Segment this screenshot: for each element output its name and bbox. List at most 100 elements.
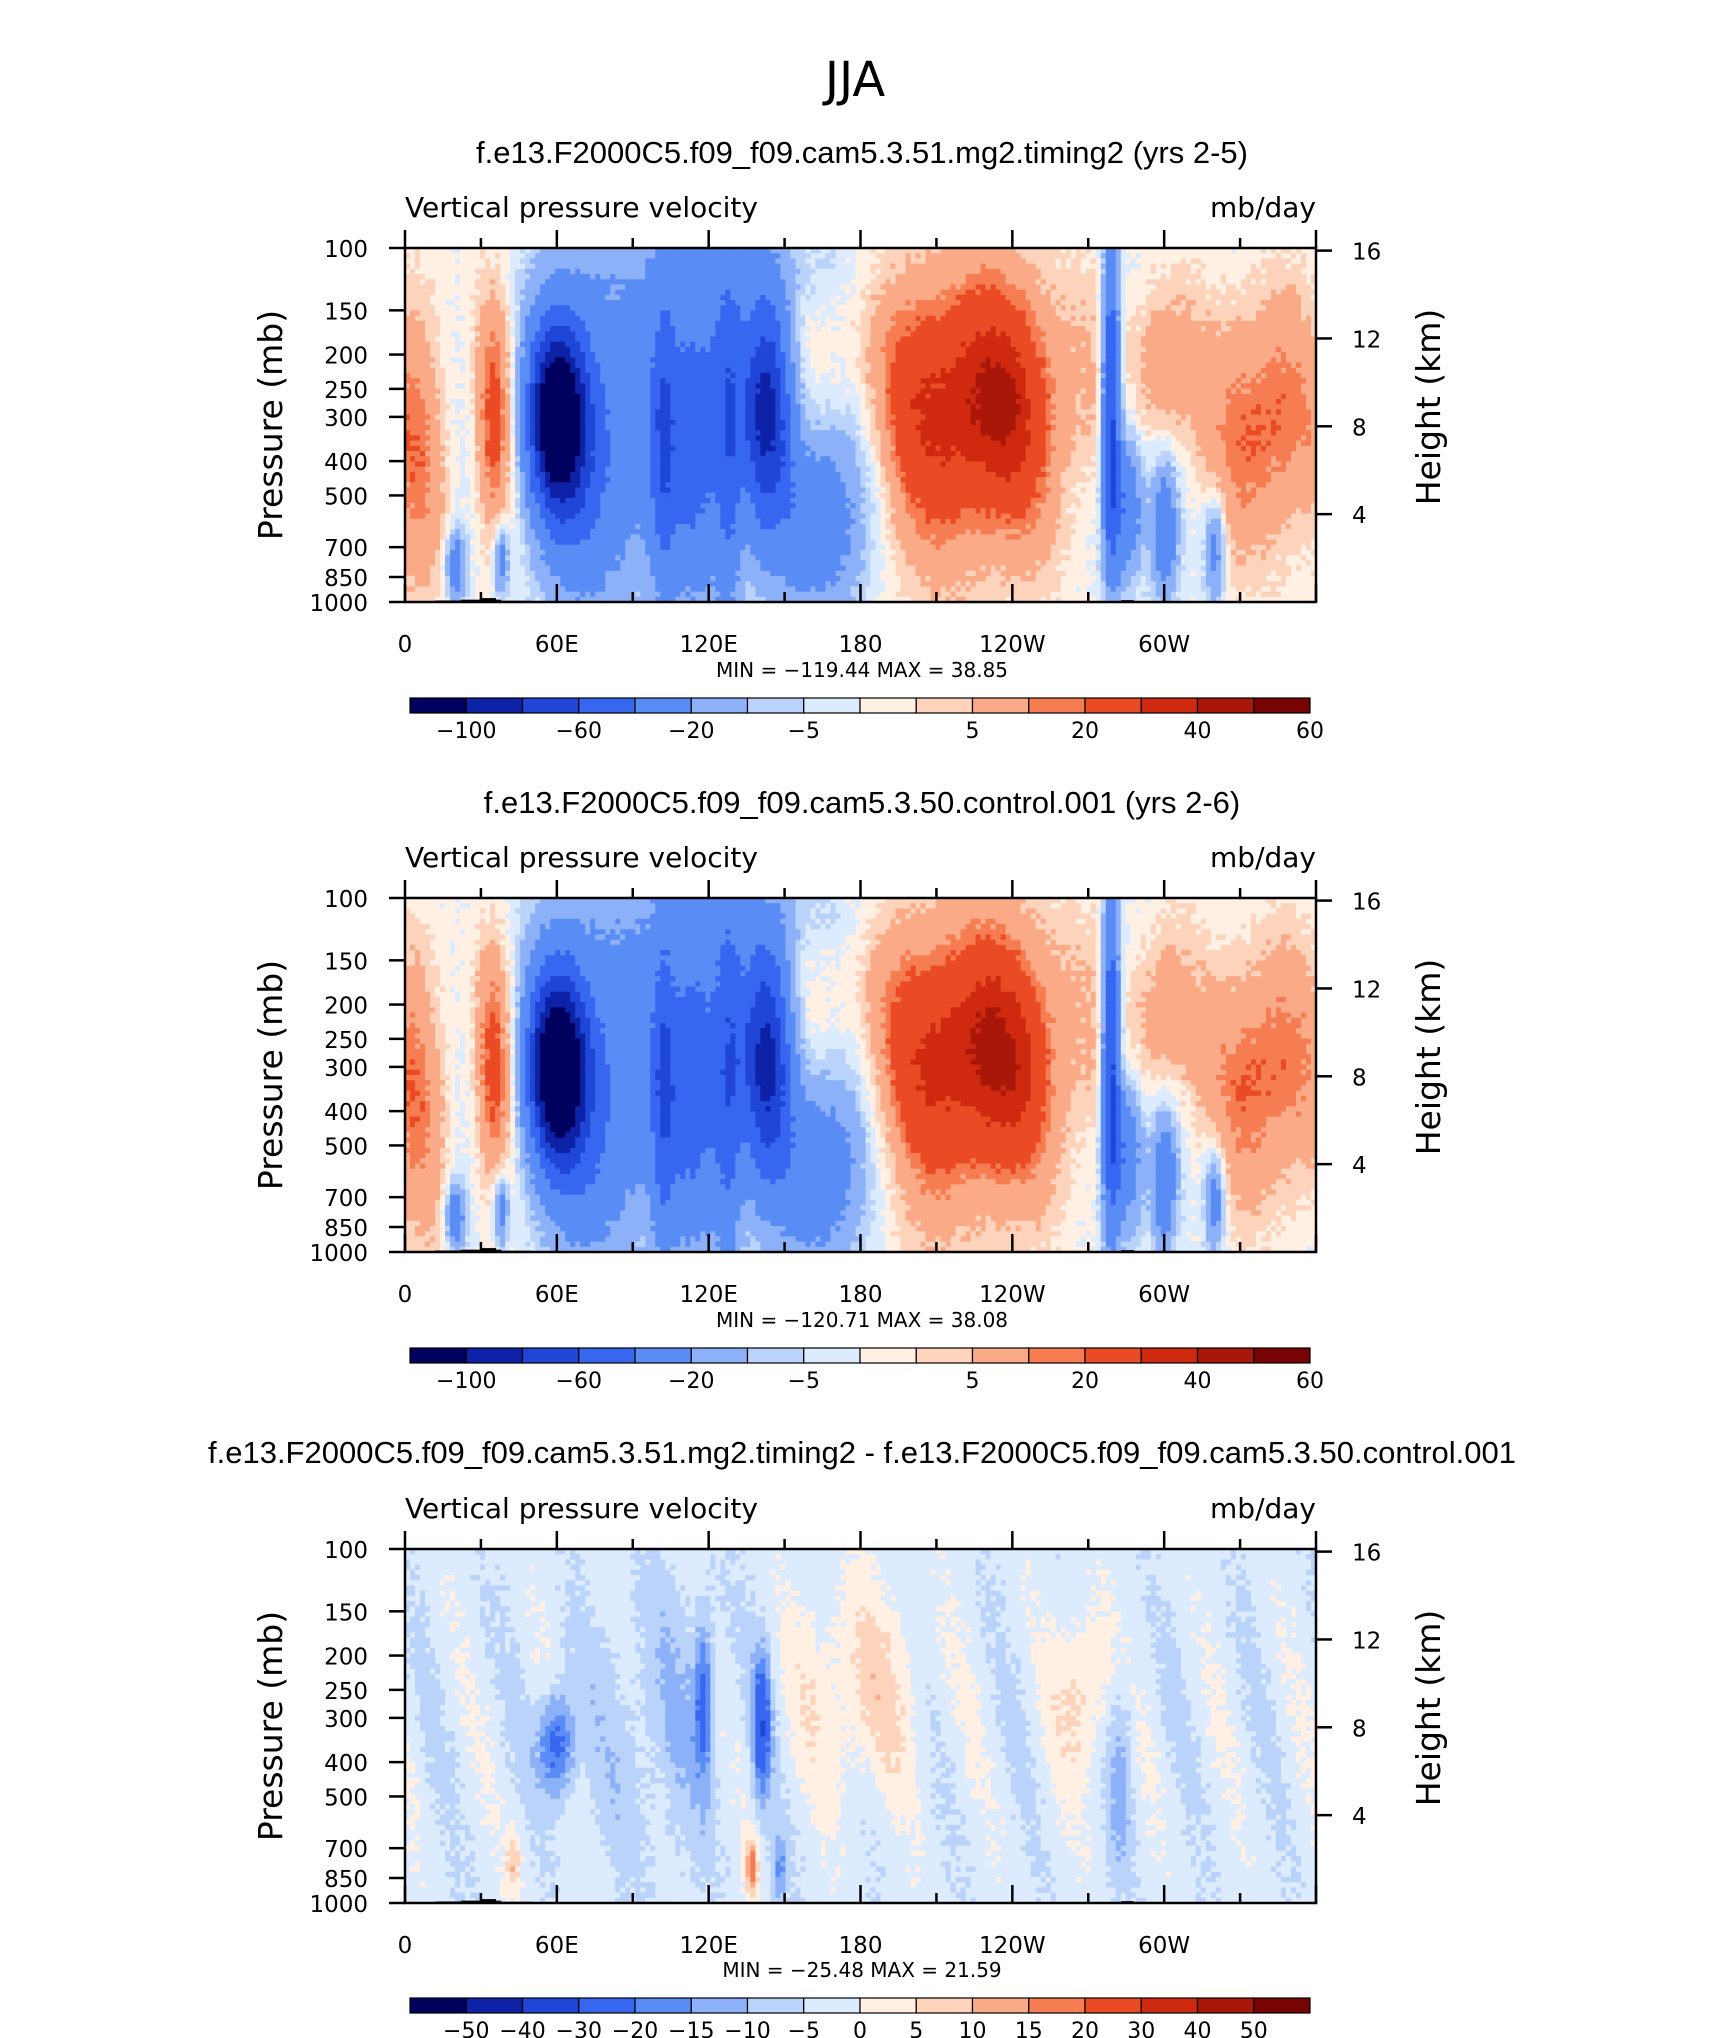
heatmap-cell: [585, 389, 591, 395]
heatmap-cell: [415, 519, 421, 525]
heatmap-cell: [635, 337, 641, 343]
heatmap-cell: [670, 253, 676, 259]
heatmap-cell: [650, 435, 656, 441]
heatmap-cell: [525, 592, 531, 598]
heatmap-cell: [525, 363, 531, 369]
heatmap-cell: [475, 394, 481, 400]
heatmap-cell: [410, 279, 416, 285]
heatmap-cell: [605, 284, 611, 290]
heatmap-cell: [415, 534, 421, 540]
heatmap-cell: [590, 446, 596, 452]
heatmap-cell: [535, 321, 541, 327]
heatmap-cell: [665, 456, 671, 462]
heatmap-cell: [650, 472, 656, 478]
heatmap-cell: [580, 498, 586, 504]
heatmap-cell: [610, 586, 616, 592]
heatmap-cell: [455, 545, 461, 551]
heatmap-cell: [580, 430, 586, 436]
heatmap-cell: [460, 550, 466, 556]
heatmap-cell: [540, 264, 546, 270]
heatmap-cell: [565, 420, 571, 426]
heatmap-cell: [580, 482, 586, 488]
heatmap-cell: [650, 342, 656, 348]
heatmap-cell: [565, 290, 571, 296]
heatmap-cell: [545, 508, 551, 514]
heatmap-cell: [620, 534, 626, 540]
heatmap-cell: [450, 357, 456, 363]
heatmap-cell: [410, 581, 416, 587]
heatmap-cell: [430, 404, 436, 410]
heatmap-cell: [535, 258, 541, 264]
heatmap-cell: [475, 493, 481, 499]
heatmap-cell: [460, 373, 466, 379]
heatmap-cell: [620, 592, 626, 598]
heatmap-cell: [475, 368, 481, 374]
heatmap-cell: [420, 368, 426, 374]
heatmap-cell: [560, 508, 566, 514]
heatmap-cell: [435, 446, 441, 452]
heatmap-cell: [655, 316, 661, 322]
heatmap-cell: [545, 555, 551, 561]
heatmap-cell: [480, 487, 486, 493]
heatmap-cell: [610, 373, 616, 379]
heatmap-cell: [465, 592, 471, 598]
heatmap-cell: [600, 461, 606, 467]
heatmap-cell: [515, 337, 521, 343]
heatmap-cell: [445, 446, 451, 452]
heatmap-cell: [675, 472, 681, 478]
heatmap-cell: [580, 586, 586, 592]
heatmap-cell: [520, 326, 526, 332]
heatmap-cell: [545, 446, 551, 452]
heatmap-cell: [525, 331, 531, 337]
heatmap-cell: [420, 404, 426, 410]
heatmap-cell: [430, 571, 436, 577]
heatmap-cell: [670, 482, 676, 488]
heatmap-cell: [640, 337, 646, 343]
heatmap-cell: [465, 264, 471, 270]
heatmap-cell: [620, 383, 626, 389]
heatmap-cell: [610, 305, 616, 311]
heatmap-cell: [475, 529, 481, 535]
heatmap-cell: [470, 482, 476, 488]
heatmap-cell: [475, 404, 481, 410]
heatmap-cell: [605, 378, 611, 384]
heatmap-cell: [555, 461, 561, 467]
heatmap-cell: [545, 545, 551, 551]
heatmap-cell: [490, 560, 496, 566]
heatmap-cell: [675, 571, 681, 577]
heatmap-cell: [420, 415, 426, 421]
heatmap-cell: [685, 342, 691, 348]
heatmap-cell: [465, 368, 471, 374]
heatmap-cell: [635, 373, 641, 379]
heatmap-cell: [565, 487, 571, 493]
heatmap-cell: [655, 540, 661, 546]
heatmap-cell: [600, 258, 606, 264]
heatmap-cell: [615, 592, 621, 598]
heatmap-cell: [430, 555, 436, 561]
heatmap-cell: [665, 394, 671, 400]
heatmap-cell: [640, 300, 646, 306]
heatmap-cell: [535, 524, 541, 530]
heatmap-cell: [545, 472, 551, 478]
heatmap-cell: [470, 316, 476, 322]
heatmap-cell: [540, 305, 546, 311]
heatmap-cell: [595, 326, 601, 332]
heatmap-cell: [510, 467, 516, 473]
heatmap-cell: [500, 576, 506, 582]
heatmap-cell: [615, 498, 621, 504]
heatmap-cell: [415, 446, 421, 452]
heatmap-cell: [590, 394, 596, 400]
heatmap-cell: [505, 430, 511, 436]
heatmap-cell: [480, 503, 486, 509]
heatmap-cell: [425, 326, 431, 332]
heatmap-cell: [545, 540, 551, 546]
heatmap-cell: [480, 357, 486, 363]
heatmap-cell: [640, 581, 646, 587]
heatmap-cell: [590, 487, 596, 493]
heatmap-cell: [430, 581, 436, 587]
heatmap-cell: [585, 378, 591, 384]
heatmap-cell: [575, 441, 581, 447]
heatmap-cell: [590, 435, 596, 441]
heatmap-cell: [655, 310, 661, 316]
heatmap-cell: [410, 347, 416, 353]
